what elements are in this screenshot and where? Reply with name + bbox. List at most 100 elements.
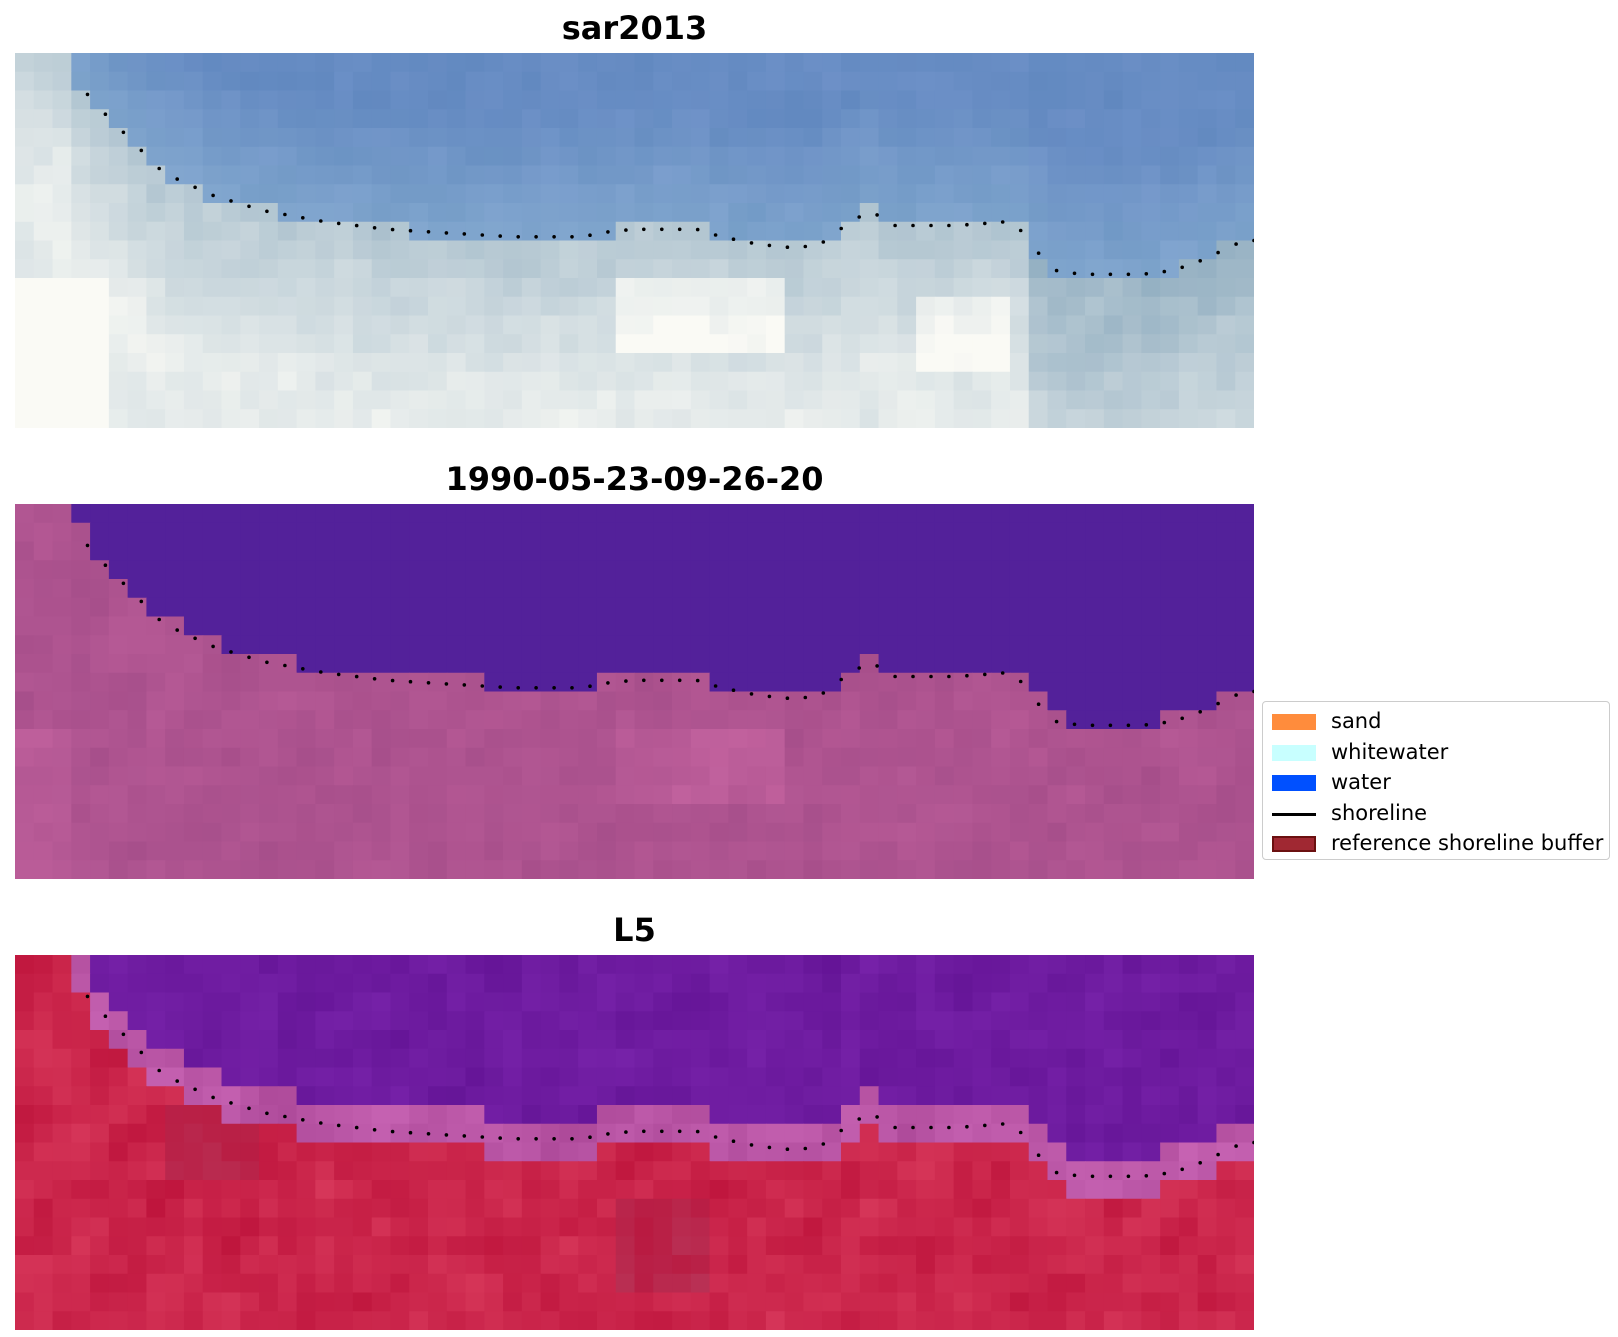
raster-cell — [916, 522, 936, 543]
raster-cell — [108, 165, 129, 185]
raster-cell — [1047, 165, 1067, 185]
raster-cell — [991, 1236, 1011, 1256]
shoreline-dot — [390, 678, 395, 683]
raster-cell — [953, 1198, 974, 1219]
raster-cell — [822, 710, 842, 730]
raster-cell — [296, 1273, 316, 1294]
raster-cell — [653, 184, 673, 204]
raster-cell — [653, 334, 673, 354]
shoreline-dot — [444, 682, 449, 686]
raster-cell — [90, 53, 110, 73]
raster-cell — [1085, 1161, 1105, 1181]
raster-cell — [1028, 729, 1049, 749]
raster-cell — [33, 766, 54, 786]
raster-cell — [1103, 371, 1124, 392]
raster-cell — [165, 1067, 185, 1087]
raster-cell — [878, 955, 898, 975]
raster-cell — [484, 1086, 504, 1106]
raster-cell — [221, 1048, 241, 1069]
raster-cell — [240, 1048, 260, 1069]
raster-cell — [484, 504, 504, 524]
shoreline-dot — [606, 681, 610, 685]
raster-cell — [653, 90, 673, 110]
raster-cell — [1085, 71, 1105, 92]
raster-cell — [183, 729, 204, 749]
raster-cell — [578, 560, 598, 580]
raster-cell — [1216, 1030, 1236, 1050]
raster-cell — [315, 654, 335, 674]
shoreline-dot — [121, 581, 126, 586]
raster-cell — [822, 165, 842, 185]
raster-cell — [465, 1273, 485, 1294]
raster-cell — [991, 1030, 1011, 1050]
raster-cell — [991, 1180, 1011, 1200]
raster-cell — [1160, 691, 1180, 711]
raster-cell — [841, 1011, 861, 1031]
raster-cell — [52, 729, 72, 749]
raster-cell — [784, 804, 805, 824]
raster-cell — [183, 1161, 204, 1181]
raster-cell — [690, 955, 711, 975]
raster-cell — [1103, 128, 1124, 148]
raster-cell — [596, 1011, 617, 1031]
raster-cell — [428, 53, 448, 73]
raster-cell — [578, 409, 598, 428]
raster-cell — [709, 90, 729, 110]
raster-cell — [747, 1180, 767, 1200]
shoreline-dot — [480, 1135, 485, 1139]
raster-cell — [409, 691, 429, 711]
raster-cell — [728, 146, 748, 167]
raster-cell — [709, 259, 729, 279]
raster-cell — [747, 315, 767, 335]
raster-cell — [897, 804, 917, 824]
raster-cell — [540, 860, 561, 879]
raster-cell — [503, 296, 523, 317]
raster-cell — [446, 1123, 467, 1144]
raster-cell — [1103, 747, 1124, 768]
raster-cell — [1085, 691, 1105, 711]
raster-cell — [390, 1292, 410, 1312]
raster-cell — [71, 1273, 91, 1294]
raster-cell — [672, 334, 692, 354]
raster-cell — [841, 221, 861, 242]
raster-cell — [240, 1086, 260, 1106]
raster-cell — [90, 1311, 110, 1330]
raster-cell — [690, 1086, 711, 1106]
shoreline-line-icon — [1272, 812, 1316, 816]
raster-cell — [1047, 766, 1067, 786]
raster-cell — [240, 635, 260, 655]
raster-cell — [1235, 371, 1254, 392]
raster-cell — [1009, 747, 1030, 768]
raster-cell — [334, 1048, 354, 1069]
raster-cell — [916, 1273, 936, 1294]
raster-cell — [859, 1255, 880, 1275]
raster-cell — [1216, 1255, 1236, 1275]
raster-cell — [803, 691, 823, 711]
raster-cell — [503, 1292, 523, 1312]
raster-cell — [1047, 973, 1067, 994]
raster-cell — [90, 184, 110, 204]
raster-cell — [52, 541, 72, 561]
raster-cell — [634, 1292, 654, 1312]
raster-cell — [1028, 635, 1049, 655]
raster-cell — [765, 203, 786, 223]
raster-cell — [296, 860, 316, 879]
raster-cell — [52, 1180, 72, 1200]
raster-cell — [446, 278, 467, 298]
raster-cell — [259, 1180, 279, 1200]
raster-cell — [240, 1105, 260, 1125]
raster-cell — [1235, 1142, 1254, 1162]
raster-cell — [672, 371, 692, 392]
raster-cell — [653, 729, 673, 749]
shoreline-dot — [552, 235, 556, 239]
raster-cell — [540, 785, 561, 805]
raster-cell — [409, 579, 429, 599]
raster-cell — [146, 1236, 166, 1256]
raster-cell — [146, 128, 166, 148]
raster-cell — [615, 240, 636, 260]
raster-cell — [1160, 1123, 1180, 1144]
raster-cell — [653, 654, 673, 674]
raster-cell — [822, 1236, 842, 1256]
raster-cell — [803, 1311, 823, 1330]
raster-cell — [784, 315, 805, 335]
